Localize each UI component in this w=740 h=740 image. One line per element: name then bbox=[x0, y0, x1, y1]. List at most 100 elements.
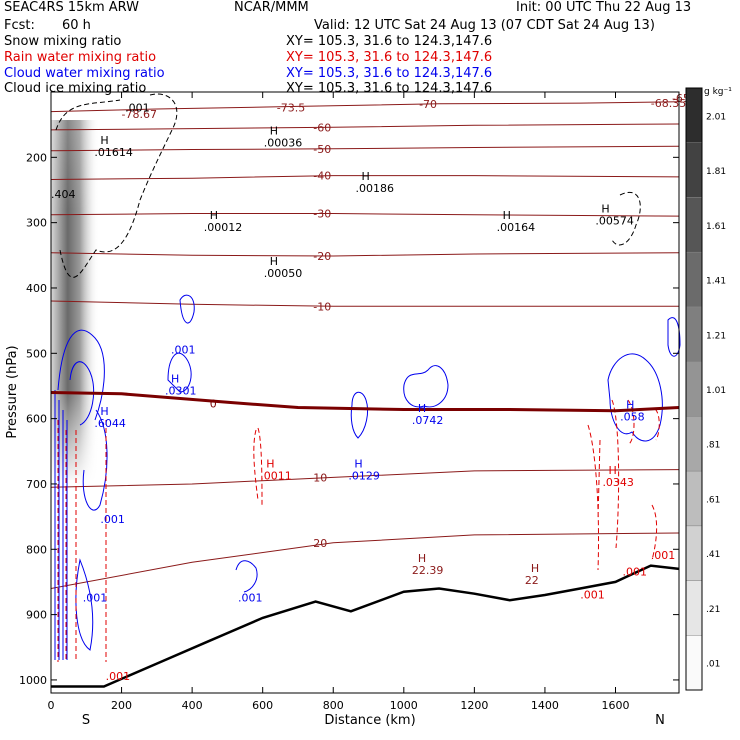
colorbar-segment bbox=[685, 142, 703, 198]
forecast-label: Fcst: bbox=[4, 18, 35, 33]
axes: 0 200 400 600 800 1000 1200 1400 160020030040050… bbox=[19, 92, 679, 712]
colorbar-label: .01 bbox=[706, 660, 720, 670]
cloud-contour bbox=[607, 353, 663, 442]
colorbar-frame bbox=[685, 87, 703, 691]
field-label-cloud-water: Cloud water mixing ratio bbox=[4, 66, 165, 81]
cloud-contour bbox=[54, 390, 68, 660]
cloud-contour bbox=[350, 391, 369, 439]
extremum-value: 22.39 bbox=[412, 564, 444, 577]
cloud-contour bbox=[403, 365, 449, 408]
south-end-label: S bbox=[82, 713, 90, 728]
extremum-marker: H bbox=[266, 457, 274, 470]
colorbar-segment bbox=[685, 635, 703, 691]
rain-contour bbox=[57, 420, 107, 662]
forecast-hours: 60 h bbox=[62, 18, 91, 33]
field-xy-cloud-water: XY= 105.3, 31.6 to 124.3,147.6 bbox=[286, 66, 493, 81]
temperature-contour-line bbox=[50, 252, 680, 257]
extremum-marker: H bbox=[418, 552, 426, 565]
colorbar-segment bbox=[685, 197, 703, 253]
extremum-value: .0011 bbox=[260, 469, 292, 482]
x-tick-label: 800 bbox=[323, 699, 344, 712]
y-tick-label: 400 bbox=[26, 282, 47, 295]
extremum-marker: H bbox=[418, 402, 426, 415]
extremum-value: .0301 bbox=[165, 385, 197, 398]
contour-value-label: .001 bbox=[125, 102, 150, 115]
extremum-marker: H bbox=[270, 124, 278, 137]
colorbar-segment bbox=[685, 525, 703, 581]
x-tick-label: 1000 bbox=[390, 699, 418, 712]
y-tick-label: 200 bbox=[26, 151, 47, 164]
temperature-contour-line bbox=[50, 532, 680, 589]
x-tick-label: 600 bbox=[252, 699, 273, 712]
colorbar-segment bbox=[685, 306, 703, 362]
y-tick-label: 300 bbox=[26, 217, 47, 230]
y-tick-label: 800 bbox=[26, 543, 47, 556]
y-tick-label: 900 bbox=[26, 609, 47, 622]
terrain bbox=[51, 564, 680, 688]
contour-labels: H.01614H.00036H.00186H.00012H.00050H.001… bbox=[51, 92, 700, 683]
x-tick-label: 0 bbox=[48, 699, 55, 712]
x-tick-label: 200 bbox=[111, 699, 132, 712]
cloud-contour bbox=[179, 294, 195, 324]
temperature-contour-label: -30 bbox=[313, 208, 331, 221]
temperature-contour-label: -10 bbox=[313, 300, 331, 313]
colorbar-label: 1.81 bbox=[706, 167, 726, 177]
contour-value-label: -78.67 bbox=[122, 108, 157, 121]
colorbar-segment bbox=[685, 251, 703, 308]
extremum-value: .00036 bbox=[264, 136, 303, 149]
contour-value-label: .001 bbox=[651, 549, 676, 562]
temperature-contour-line bbox=[50, 123, 680, 131]
temperature-contour-line bbox=[50, 145, 680, 152]
contour-value-label: .001 bbox=[100, 513, 125, 526]
rain-contour bbox=[253, 427, 263, 506]
colorbar-label: 2.01 bbox=[706, 112, 726, 122]
freezing-level: 0 bbox=[50, 391, 680, 413]
contour-value-label: .001 bbox=[238, 592, 263, 605]
extremum-marker: H bbox=[270, 255, 278, 268]
cloud-contour bbox=[57, 329, 105, 421]
hydrometeor-contours bbox=[54, 93, 681, 662]
colorbar-unit: g kg⁻¹ bbox=[704, 87, 732, 97]
x-tick-label: 1600 bbox=[601, 699, 629, 712]
contour-value-label: .404 bbox=[51, 188, 76, 201]
y-tick-label: 700 bbox=[26, 478, 47, 491]
init-time: Init: 00 UTC Thu 22 Aug 13 bbox=[516, 0, 692, 15]
extremum-value: .058 bbox=[620, 411, 645, 424]
valid-time: Valid: 12 UTC Sat 24 Aug 13 (07 CDT Sat … bbox=[314, 18, 655, 33]
x-tick-label: 1200 bbox=[460, 699, 488, 712]
snow-shading bbox=[51, 120, 99, 480]
extremum-marker: H bbox=[601, 203, 609, 216]
extremum-value: .0343 bbox=[602, 476, 634, 489]
temperature-contour-label: -40 bbox=[313, 170, 331, 183]
center-name: NCAR/MMM bbox=[234, 0, 309, 15]
temperature-contours: -70 -60 -50 -40 -30 -20 -10 10 20 bbox=[50, 98, 680, 589]
field-xy-rain: XY= 105.3, 31.6 to 124.3,147.6 bbox=[286, 50, 493, 65]
extremum-value: .00050 bbox=[264, 267, 303, 280]
extremum-marker: H bbox=[503, 209, 511, 222]
extremum-value: .00164 bbox=[497, 221, 536, 234]
colorbar-segment bbox=[685, 470, 703, 527]
colorbar-label: 1.41 bbox=[706, 277, 726, 287]
extremum-value: .0742 bbox=[412, 414, 444, 427]
contour-value-label: .001 bbox=[623, 565, 648, 578]
field-label-rain: Rain water mixing ratio bbox=[4, 50, 157, 65]
extremum-value: 22 bbox=[525, 574, 539, 587]
x-axis-title: Distance (km) bbox=[324, 713, 415, 728]
extremum-value: .00186 bbox=[355, 182, 394, 195]
x-tick-label: 400 bbox=[182, 699, 203, 712]
cloud-contour bbox=[167, 352, 192, 393]
colorbar-segment bbox=[685, 416, 703, 472]
extremum-marker: H bbox=[210, 209, 218, 222]
extremum-marker: H bbox=[171, 373, 179, 386]
extremum-marker: H bbox=[608, 464, 616, 477]
contour-value-label: .001 bbox=[580, 588, 605, 601]
colorbar-label: .21 bbox=[706, 605, 720, 615]
temperature-contour-line bbox=[50, 469, 680, 488]
colorbar-label: .81 bbox=[706, 441, 720, 451]
extremum-marker: H bbox=[354, 457, 362, 470]
contour-value-label: .001 bbox=[83, 592, 108, 605]
colorbar-segment bbox=[685, 87, 703, 143]
temperature-contour-label: -70 bbox=[419, 98, 437, 111]
extremum-value: .01614 bbox=[94, 146, 132, 159]
